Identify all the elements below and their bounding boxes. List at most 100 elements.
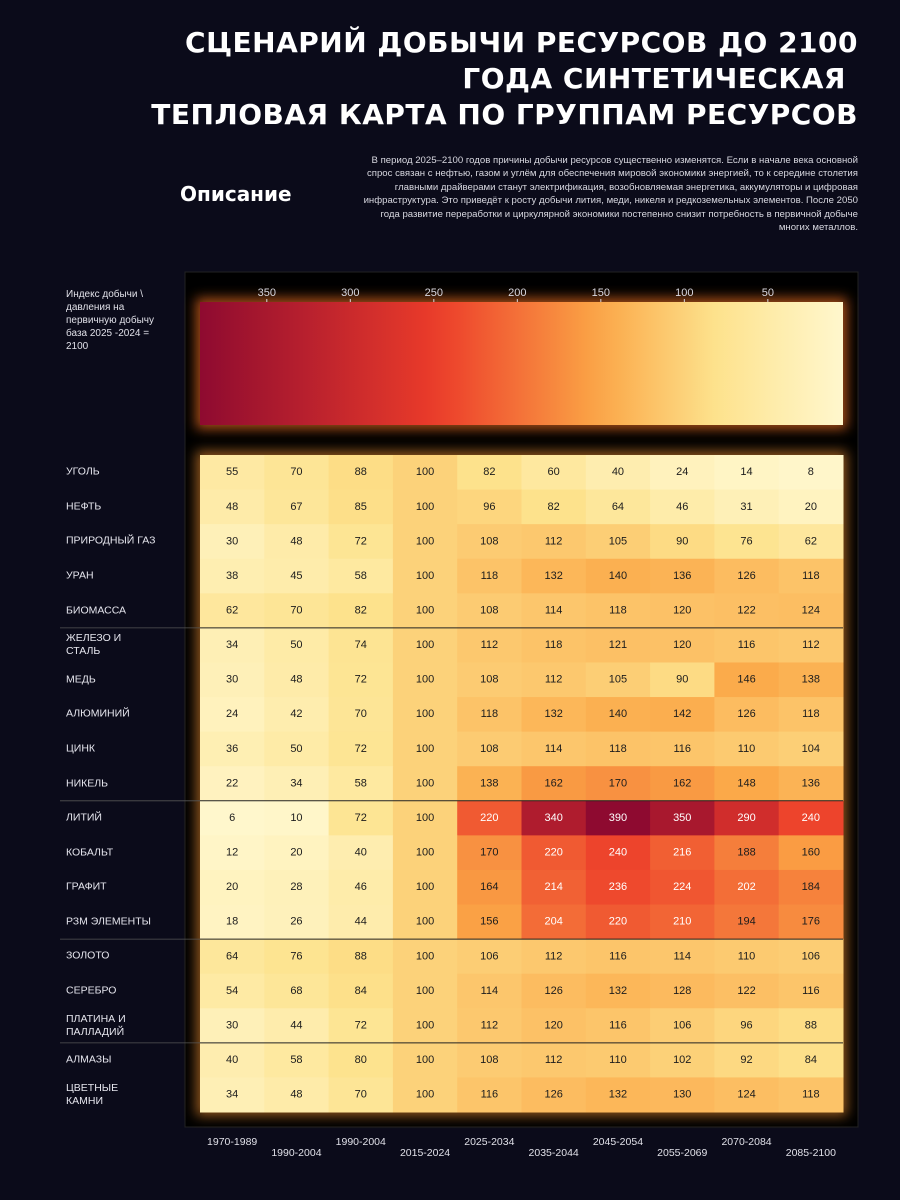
cell-label: 70 [290,605,302,617]
cell-label: 100 [416,605,434,617]
heatmap-cell [714,593,780,629]
cell-label: 176 [802,916,820,928]
cell-label: 120 [673,605,691,617]
cell-label: 118 [481,570,499,582]
heatmap-cell [457,939,522,975]
cell-label: 106 [480,950,498,962]
heatmap-cell [714,627,780,663]
heatmap-cell [457,973,522,1009]
cell-label: 8 [808,466,814,478]
cell-label: 62 [226,605,238,617]
heatmap-cell [521,1042,587,1078]
heatmap-cell [264,697,330,733]
heatmap-cell [585,973,651,1009]
heatmap-cell [714,1042,780,1078]
cell-label: 108 [480,605,498,617]
cell-label: 38 [226,570,238,582]
cell-label: 100 [416,1054,434,1066]
cell-label: 90 [676,674,688,686]
cell-label: 112 [545,950,563,962]
cell-label: 6 [229,812,235,824]
heatmap-cell [714,869,780,906]
cell-label: 122 [737,985,755,997]
row-label: КОБАЛЬТ [66,846,114,859]
cell-label: 112 [545,674,563,686]
cell-label: 290 [737,812,755,824]
heatmap-cell [457,697,522,733]
heatmap-cell [521,662,587,698]
heatmap-cell [264,835,330,871]
cell-label: 48 [290,674,302,686]
cell-label: 110 [609,1054,627,1066]
cell-label: 350 [673,812,691,824]
row-label: УГОЛЬ [66,465,100,478]
heatmap-cell [521,731,587,767]
heatmap-cell [264,904,330,940]
colorbar-tick-label: 150 [592,287,610,299]
cell-label: 100 [416,639,434,651]
heatmap-cell [328,489,394,525]
cell-label: 121 [609,639,627,651]
cell-label: 116 [609,950,627,962]
cell-label: 340 [544,812,562,824]
column-label: 1990-2004 [271,1147,321,1159]
cell-label: 140 [609,570,627,582]
row-label: ГРАФИТ [66,880,107,893]
cell-label: 142 [673,708,691,720]
heatmap-cell [328,835,394,871]
heatmap-cell [521,627,587,663]
cell-label: 18 [226,916,238,928]
cell-label: 108 [480,1054,498,1066]
heatmap-cell [264,766,330,802]
heatmap-cell [778,1008,844,1044]
cell-label: 55 [226,466,238,478]
heatmap-cell [328,939,394,975]
heatmap-cell [457,904,522,940]
heatmap-cell [457,627,522,663]
cell-label: 70 [355,708,367,720]
heatmap-cell [778,593,844,629]
description: В период 2025–2100 годов причины добычи … [363,155,858,234]
heatmap-cell [200,489,265,525]
cell-label: 106 [802,950,820,962]
cell-label: 184 [802,881,820,893]
cell-label: 112 [545,535,563,547]
cell-label: 105 [609,535,627,547]
heatmap-cell [200,558,265,594]
row-label: РЗМ ЭЛЕМЕНТЫ [66,915,151,928]
heatmap-cell [585,489,651,525]
column-label: 1970-1989 [207,1136,257,1148]
heatmap-cell [200,731,265,767]
heatmap-cell [200,662,265,698]
heatmap-cell [714,731,780,767]
heatmap-cell [457,1008,522,1044]
cell-label: 74 [355,639,367,651]
heatmap-cell [585,524,651,560]
heatmap-cell [457,489,522,525]
cell-label: 118 [545,639,563,651]
column-label: 2070-2084 [721,1136,771,1148]
cell-label: 162 [544,777,562,789]
cell-label: 148 [737,777,755,789]
description-heading: Описание [180,182,292,206]
cell-label: 100 [416,985,434,997]
cell-label: 20 [290,847,302,859]
cell-label: 62 [805,535,817,547]
heatmap-cell [778,1077,844,1113]
cell-label: 30 [226,674,238,686]
heatmap-cell [585,904,651,940]
cell-label: 202 [737,881,755,893]
cell-label: 45 [290,570,302,582]
colorbar-tick-label: 250 [425,287,443,299]
heatmap-cell [264,627,330,663]
cell-label: 170 [609,777,627,789]
cell-label: 220 [480,812,498,824]
cell-label: 100 [416,708,434,720]
row-label: БИОМАССА [66,604,127,617]
heatmap-cell [392,1008,458,1044]
heatmap-cell [328,627,394,663]
cell-label: 48 [226,501,238,513]
heatmap-cell [650,1077,715,1113]
heatmap-cell [585,939,651,975]
heatmap-cell [585,1042,651,1078]
